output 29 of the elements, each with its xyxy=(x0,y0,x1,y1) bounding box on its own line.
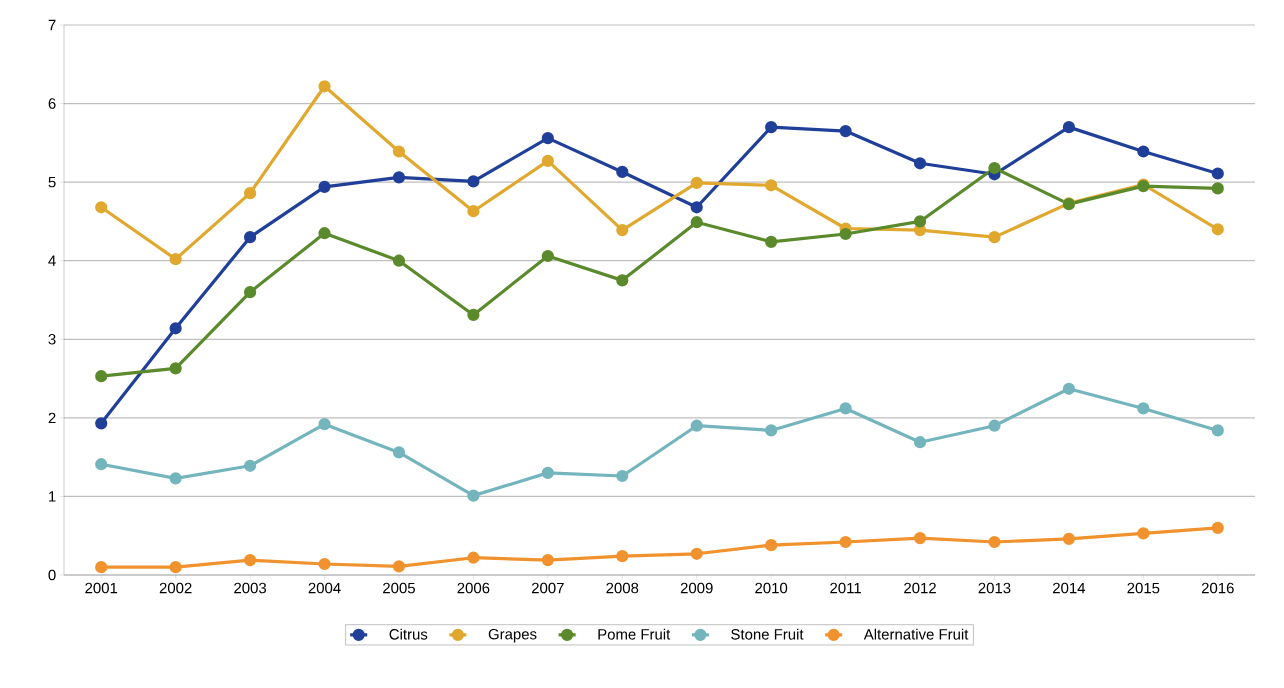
legend-label: Citrus xyxy=(389,628,428,640)
y-tick-label: 1 xyxy=(49,491,56,502)
y-tick-label: 7 xyxy=(48,19,56,31)
legend-label: Stone Fruit xyxy=(731,628,804,640)
x-tick-label: 2016 xyxy=(1201,582,1234,594)
x-tick-label: 2009 xyxy=(680,582,713,594)
x-tick-label: 2010 xyxy=(755,582,788,594)
legend-label: Alternative Fruit xyxy=(863,628,969,640)
y-tick-label: 6 xyxy=(48,98,56,109)
x-tick-label: 2001 xyxy=(85,582,118,594)
x-tick-label: 2004 xyxy=(308,582,341,594)
y-tick-label: 0 xyxy=(48,569,56,581)
x-tick-label: 2003 xyxy=(234,582,267,594)
y-tick-label: 4 xyxy=(48,255,56,266)
x-tick-label: 2008 xyxy=(606,582,639,594)
x-tick-label: 2002 xyxy=(159,582,192,594)
y-tick-label: 3 xyxy=(48,333,56,345)
y-tick-label: 5 xyxy=(48,176,56,188)
legend-label: Grapes xyxy=(488,628,537,643)
x-tick-label: 2014 xyxy=(1053,582,1086,594)
x-tick-label: 2007 xyxy=(531,582,564,594)
x-tick-label: 2011 xyxy=(830,582,861,594)
x-tick-label: 2013 xyxy=(978,582,1011,594)
x-tick-label: 2005 xyxy=(383,582,415,594)
x-tick-label: 2015 xyxy=(1127,582,1160,594)
legend-label: Pome Fruit xyxy=(598,628,671,640)
x-tick-label: 2012 xyxy=(904,582,936,594)
x-tick-label: 2006 xyxy=(457,582,490,594)
y-tick-label: 2 xyxy=(48,412,56,424)
